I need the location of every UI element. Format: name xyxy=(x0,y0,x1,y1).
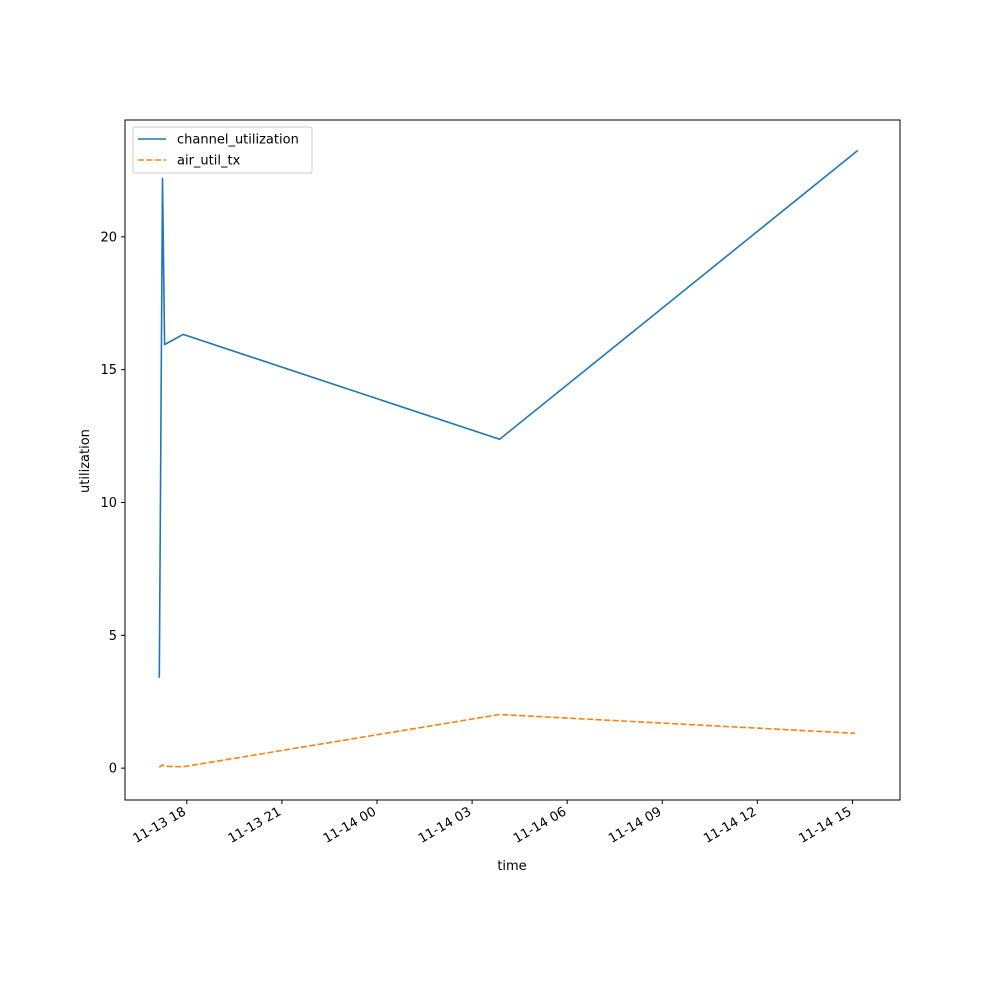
y-tick-label: 10 xyxy=(100,496,117,511)
y-axis-title: utilization xyxy=(78,429,93,493)
series-line-air_util_tx xyxy=(158,713,856,768)
y-tick-label: 5 xyxy=(109,629,117,644)
y-tick-label: 20 xyxy=(100,230,117,245)
y-axis: 0 5 10 15 20 xyxy=(100,230,125,777)
legend-label-channel_utilization: channel_utilization xyxy=(177,133,299,148)
y-tick-label: 15 xyxy=(100,363,117,378)
series-line-channel_utilization xyxy=(158,149,859,678)
plot-frame xyxy=(124,119,901,801)
legend: channel_utilization air_util_tx xyxy=(132,126,313,174)
legend-box xyxy=(132,126,313,174)
y-tick-label: 0 xyxy=(109,762,117,777)
legend-label-air_util_tx: air_util_tx xyxy=(177,154,241,169)
x-axis-title: time xyxy=(497,859,526,874)
series-layer xyxy=(158,149,859,768)
